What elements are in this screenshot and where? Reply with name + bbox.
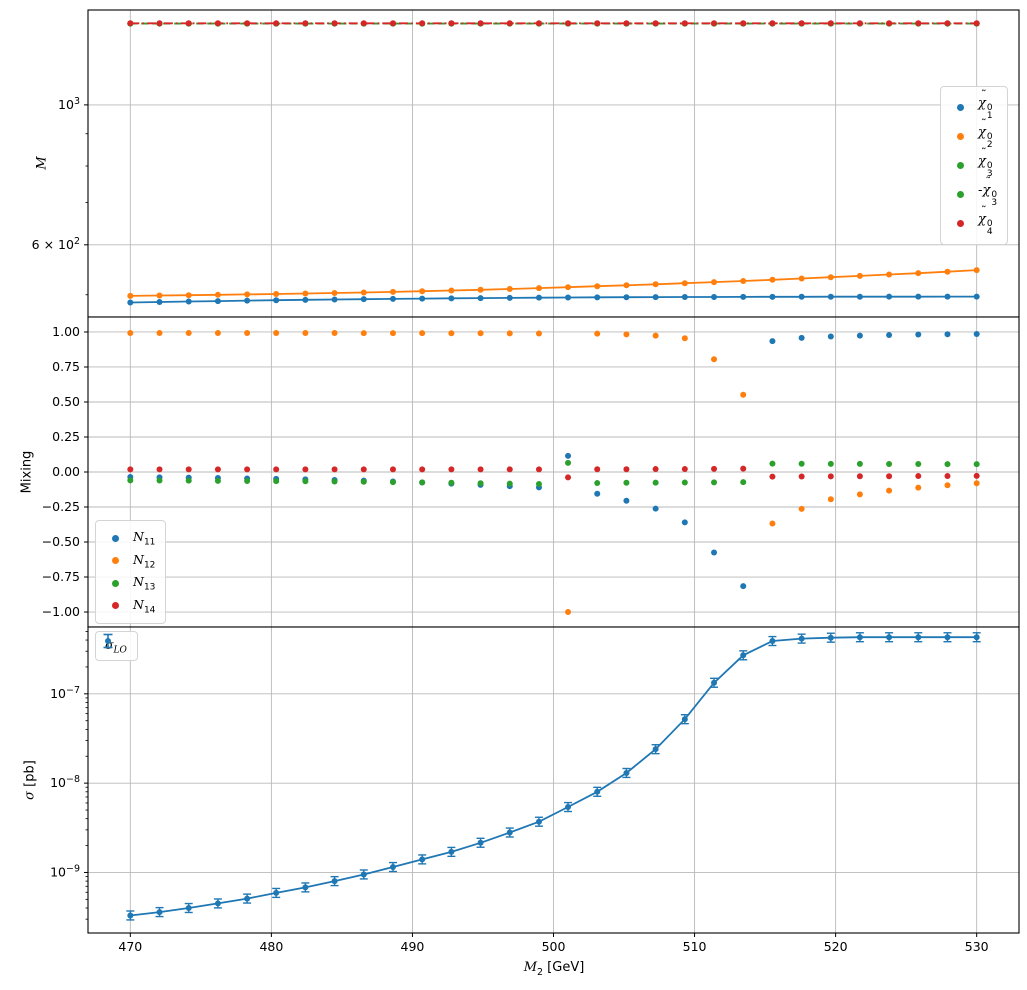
legend-entry-chi20: χ ˜ 0 2 [950, 117, 997, 151]
ytick-label: 0.25 [52, 429, 80, 444]
errorbar-glyph [103, 633, 113, 649]
series-chi40-markers [127, 20, 980, 27]
series-chi20-line [130, 269, 977, 297]
sigma-legend: σLO [95, 631, 138, 661]
N14-marker-icon [112, 602, 119, 610]
mixing-legend: N11 N12 N13 N14 [95, 520, 167, 624]
panel-0-series [127, 20, 980, 306]
panel-2-yticks-minor [85, 630, 88, 920]
ytick-label: 0.00 [52, 464, 80, 479]
panel-0: 103 6 × 102 [32, 9, 1020, 321]
panel-1-grid [88, 317, 1019, 627]
panel-0-yticks: 103 6 × 102 [32, 96, 88, 252]
xtick-label-480: 480 [259, 939, 283, 954]
xtick-label-470: 470 [118, 939, 142, 954]
series-chi10-markers [127, 293, 980, 306]
series-N14-markers [127, 465, 980, 481]
ytick-label: −1.00 [42, 604, 80, 619]
series-sigma-LO-markers [127, 634, 980, 919]
ytick-label: 10−7 [50, 685, 80, 701]
legend-entry-chi30: χ ˜ 0 3 [950, 146, 997, 180]
mixing-axis-label: Mixing [19, 450, 35, 494]
xtick-label-510: 510 [683, 939, 707, 954]
panel-2-grid [88, 627, 1019, 933]
chi40-marker-icon [957, 220, 964, 227]
legend-entry-chi40: χ ˜ 0 4 [950, 204, 997, 238]
panel-0-grid [88, 10, 1019, 317]
series-sigma-LO-line [130, 636, 977, 917]
xtick-label-490: 490 [401, 939, 425, 954]
ytick-label: −0.75 [42, 569, 80, 584]
panel-2: 10−7 10−8 10−9 [50, 626, 1020, 937]
ytick-label: 0.75 [52, 359, 80, 374]
legend-entry-N12: N12 [105, 550, 155, 573]
ytick-label: 6 × 102 [32, 236, 80, 252]
xtick-labels: 470 480 490 500 510 520 530 [118, 939, 988, 954]
chi30-marker-icon [957, 162, 964, 169]
sigma-axis-label: σ [pb] [22, 760, 38, 800]
xtick-label-520: 520 [824, 939, 848, 954]
legend-entry-sigma-LO: σLO [103, 633, 127, 655]
panel-2-xticks [129, 933, 978, 937]
legend-entry-N14: N14 [105, 595, 155, 618]
series-N13-markers [127, 459, 980, 488]
ytick-label: 10−9 [50, 863, 80, 879]
chi20-marker-icon [957, 133, 964, 140]
ytick-label: −0.50 [42, 534, 80, 549]
legend-entry-chi10: χ ˜ 0 1 [950, 88, 997, 122]
ytick-label: 10−8 [50, 774, 80, 790]
xtick-label-530: 530 [965, 939, 989, 954]
mass-axis-label: M [34, 156, 50, 170]
chi10-marker-icon [957, 104, 964, 111]
mass-legend: χ ˜ 0 1 χ ˜ 0 2 χ ˜ 0 3 -χ ˜ 0 3 χ ˜ 0 4 [940, 86, 1009, 245]
ytick-label: 0.50 [52, 394, 80, 409]
series-chi20-markers [127, 267, 980, 299]
panel-0-yticks-minor [85, 133, 88, 296]
N11-marker-icon [112, 534, 119, 542]
minus-chi30-marker-icon [957, 191, 964, 198]
panel-2-yticks: 10−7 10−8 10−9 [50, 685, 88, 879]
legend-entry-N13: N13 [105, 572, 155, 595]
panel-1-yticks: 1.00 0.75 0.50 0.25 0.00 −0.25 −0.50 −0.75 −1.00 [42, 324, 88, 619]
series-N12-markers [127, 329, 980, 616]
legend-entry-N11: N11 [105, 527, 155, 550]
ytick-label: 103 [58, 96, 80, 112]
N12-marker-icon [112, 557, 119, 565]
x-axis-label: M2 [GeV] [523, 960, 585, 978]
N13-marker-icon [112, 579, 119, 587]
xtick-label-500: 500 [542, 939, 566, 954]
series-chi10-line [130, 295, 977, 304]
panel-1: 1.00 0.75 0.50 0.25 0.00 −0.25 −0.50 −0.75 −1.00 [42, 316, 1020, 631]
panel-1-series [127, 329, 980, 616]
legend-entry-minus-chi30: -χ ˜ 0 3 [950, 175, 997, 209]
panel-2-series [126, 632, 981, 921]
ytick-label: 1.00 [52, 324, 80, 339]
ytick-label: −0.25 [42, 499, 80, 514]
